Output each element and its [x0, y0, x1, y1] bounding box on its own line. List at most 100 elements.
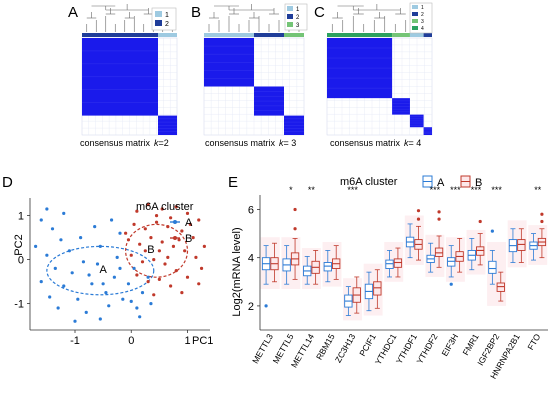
pca-y-tick-label: -1: [14, 299, 24, 311]
pca-point-b: [191, 236, 195, 240]
pca-point-a: [45, 253, 49, 257]
cluster-bar-1: [409, 33, 424, 37]
pca-point-b: [166, 225, 170, 229]
box-b-hnrnpa2b1: [517, 239, 526, 251]
pca-point-a: [140, 291, 145, 295]
panel-c-legend-swatch-4: [412, 26, 418, 30]
cluster-bar-1: [158, 33, 177, 37]
pca-point-b: [197, 282, 201, 286]
pca-point-a: [118, 231, 122, 235]
pca-point-b: [129, 253, 133, 257]
pca-centroid-label-a: A: [99, 264, 107, 276]
pca-point-b: [169, 216, 173, 220]
pca-centroid-label-b: B: [147, 244, 154, 256]
panel-c-k-symbol: k: [404, 138, 409, 148]
pca-point-b: [171, 244, 176, 248]
box-category-halo: [507, 220, 527, 268]
pca-point-b: [154, 220, 159, 224]
box-category-label-eif3h: EIF3H: [439, 332, 460, 358]
pca-point-b: [197, 218, 201, 222]
pca-point-b: [185, 275, 190, 279]
pca-legend-title: m6A cluster: [136, 201, 194, 213]
box-significance-fmr1: ***: [471, 185, 482, 195]
pca-point-b: [126, 238, 131, 242]
box-a-eif3h: [447, 257, 456, 267]
pca-point-a: [70, 271, 74, 275]
pca-point-a: [76, 297, 80, 301]
pca-point-a: [132, 266, 136, 270]
pca-point-b: [194, 255, 198, 259]
pca-point-b: [202, 244, 206, 248]
pca-point-b: [146, 280, 150, 284]
pca-point-b: [160, 240, 164, 244]
box-significance-fto: **: [534, 185, 542, 195]
box-category-halo: [528, 225, 548, 265]
panel-a: A 1 2 consensus matrix k=2: [68, 4, 178, 148]
pca-point-a: [39, 280, 43, 284]
pca-point-b: [154, 214, 159, 218]
box-significance-ythdf2: ***: [430, 185, 441, 195]
pca-point-b: [185, 211, 190, 215]
pca-legend: AB: [170, 217, 193, 245]
pca-point-b: [135, 209, 139, 213]
panel-d: D -1 0 1-101 AB m6A cluster AB PC1 PC2: [2, 174, 213, 347]
box-category-halo: [445, 237, 465, 282]
box-category-label-fmr1: FMR1: [461, 332, 481, 357]
cluster-bar-2: [423, 33, 432, 37]
pca-y-tick-label: 1: [18, 211, 24, 223]
panel-a-legend-label-1: 1: [165, 12, 169, 19]
panel-c-legend: 1 2 3 4: [409, 2, 433, 34]
pca-point-b: [146, 203, 150, 207]
pca-point-a: [129, 299, 133, 303]
pca-point-b: [199, 266, 204, 270]
box-category-halo: [322, 242, 342, 287]
panel-c-k-value: = 4: [409, 138, 422, 148]
pca-point-b: [138, 242, 142, 246]
pca-point-a: [87, 273, 91, 277]
panel-c-legend-box: [409, 2, 433, 34]
pca-point-b: [149, 236, 153, 240]
pca-point-a: [101, 282, 105, 286]
pca-point-a: [45, 207, 49, 211]
panel-b-dendrogram: [208, 4, 300, 32]
pca-point-b: [152, 293, 156, 297]
pca-point-a: [62, 284, 66, 288]
panel-a-letter: A: [68, 4, 78, 21]
pca-legend-label-b: B: [185, 233, 192, 245]
pca-point-a: [138, 315, 142, 319]
pca-point-b: [124, 231, 128, 235]
panel-b-k-value: = 3: [284, 138, 297, 148]
pca-point-b: [174, 269, 178, 273]
pca-point-a: [112, 275, 116, 279]
pca-point-a: [95, 262, 100, 266]
box-significance-zc3h13: ***: [347, 185, 358, 195]
box-y-axis-label: Log2(mRNA level): [231, 227, 243, 316]
box-b-igf2bp2: [496, 282, 505, 292]
pca-point-b: [132, 222, 136, 226]
cluster-bar-4: [327, 33, 393, 37]
box-category-halo: [487, 242, 507, 306]
box-b-pcif1: [373, 281, 382, 296]
pca-point-b: [152, 258, 156, 262]
panel-b-letter: B: [191, 4, 201, 21]
pca-point-b: [143, 249, 147, 253]
panel-c-legend-label-1: 1: [421, 5, 424, 11]
box-y-tick-label: 4: [248, 253, 254, 265]
box-category-halo: [260, 237, 280, 290]
panel-b-k-symbol: k: [279, 138, 284, 148]
box-outlier-a: [264, 304, 268, 308]
box-b-fmr1: [476, 246, 485, 256]
panel-c: C 1 2 3 4 consensus matrix k= 4: [314, 2, 433, 148]
pca-point-b: [177, 238, 181, 242]
pca-point-a: [73, 319, 77, 323]
box-outlier-b: [416, 209, 421, 213]
box-a-igf2bp2: [488, 260, 497, 274]
pca-point-a: [48, 295, 52, 299]
pca-ellipses: [46, 223, 189, 296]
box-outlier-b: [293, 207, 297, 212]
box-outlier-b: [478, 219, 482, 224]
panel-a-k-value: =2: [159, 138, 169, 148]
panel-c-legend-swatch-3: [412, 19, 418, 23]
panel-b-caption-text: consensus matrix: [205, 138, 276, 148]
